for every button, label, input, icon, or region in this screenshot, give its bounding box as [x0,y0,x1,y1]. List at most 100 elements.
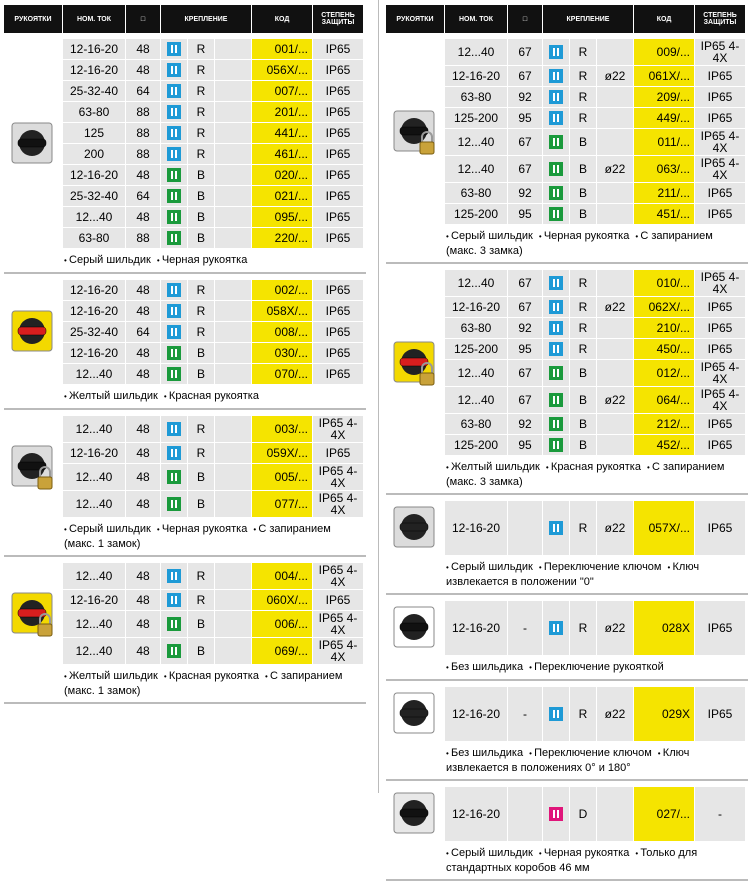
mount-icon [549,393,563,407]
mount-type: R [570,39,596,65]
size: 92 [508,87,542,107]
size: 48 [126,60,160,80]
rated-current: 125-200 [445,108,507,128]
mount-icon [549,438,563,452]
mount-type: B [570,387,596,413]
mount-extra [215,207,251,227]
note: Серый шильдик [64,254,151,266]
mount-icon [549,135,563,149]
mount-type: B [570,183,596,203]
code: 011/... [634,129,694,155]
mount-type: D [570,787,596,841]
size: 67 [508,129,542,155]
mount-icon-cell [543,66,569,86]
size: 88 [126,228,160,248]
notes: Серый шильдикПереключение ключомКлюч изв… [386,556,745,589]
rated-current: 25-32-40 [63,81,125,101]
mount-type: R [570,87,596,107]
mount-extra [597,360,633,386]
rated-current: 63-80 [445,87,507,107]
mount-extra [597,39,633,65]
code: 211/... [634,183,694,203]
mount-type: B [570,204,596,224]
mount-extra [215,165,251,185]
mount-icon-cell [543,270,569,296]
code: 451/... [634,204,694,224]
code: 029X [634,687,694,741]
code: 063/... [634,156,694,182]
mount-extra [215,343,251,363]
header-row: РУКОЯТКИ НОМ. ТОК □ КРЕПЛЕНИЕ КОД СТЕПЕНЬ ЗАЩ… [386,5,748,33]
switch-picture [4,416,62,517]
code: 027/... [634,787,694,841]
header-cell: □ [126,5,160,33]
mount-extra: ø22 [597,387,633,413]
mount-type: R [570,66,596,86]
mount-icon [549,111,563,125]
notes: Серый шильдикЧерная рукояткаС запиранием… [386,225,745,258]
protection: IP65 4-4X [313,638,363,664]
mount-type: R [188,563,214,589]
mount-extra [215,491,251,517]
mount-type: R [188,123,214,143]
size: 67 [508,297,542,317]
protection: IP65 [695,66,745,86]
header-cell: СТЕПЕНЬ ЗАЩИТЫ [695,5,745,33]
note: Желтый шильдик [64,670,158,682]
code: 005/... [252,464,312,490]
rated-current: 12-16-20 [63,590,125,610]
column-divider [378,0,379,793]
protection: IP65 [313,322,363,342]
mount-extra [597,108,633,128]
mount-extra [597,204,633,224]
code: 020/... [252,165,312,185]
mount-extra: ø22 [597,297,633,317]
switch-picture [4,39,62,248]
mount-type: B [570,414,596,434]
mount-icon-cell [543,687,569,741]
mount-icon [167,63,181,77]
notes: Серый шильдик Черная рукоятка [4,249,363,268]
mount-type: B [188,207,214,227]
code: 028X [634,601,694,655]
code: 009/... [634,39,694,65]
mount-icon [549,300,563,314]
mount-icon-cell [161,102,187,122]
mount-icon-cell [161,343,187,363]
notes: Серый шильдикЧерная рукояткаТолько для с… [386,842,745,875]
rated-current: 12-16-20 [63,443,125,463]
mount-icon [549,186,563,200]
mount-icon-cell [161,611,187,637]
code: 062X/... [634,297,694,317]
rated-current: 25-32-40 [63,186,125,206]
size: 48 [126,638,160,664]
protection: IP65 4-4X [313,563,363,589]
switch-picture [386,601,444,655]
rated-current: 12...40 [63,464,125,490]
size: 48 [126,165,160,185]
rated-current: 12-16-20 [63,343,125,363]
note: Без шильдика [446,661,523,673]
mount-extra [215,322,251,342]
mount-icon [549,162,563,176]
size: 48 [126,563,160,589]
protection: IP65 [695,87,745,107]
note: Красная рукоятка [164,390,259,402]
size: 48 [126,301,160,321]
mount-type: R [570,687,596,741]
notes: Без шильдика Переключение рукояткой [386,656,745,675]
mount-icon-cell [161,590,187,610]
switch-image [11,445,53,489]
rated-current: 12...40 [445,387,507,413]
switch-image [11,592,53,636]
header-cell: НОМ. ТОК [445,5,507,33]
rated-current: 125 [63,123,125,143]
lock-body [37,476,53,489]
protection: IP65 [695,601,745,655]
size: 64 [126,186,160,206]
note: Без шильдика [446,747,523,759]
size: 67 [508,360,542,386]
mount-icon [167,210,181,224]
mount-icon [167,422,181,436]
